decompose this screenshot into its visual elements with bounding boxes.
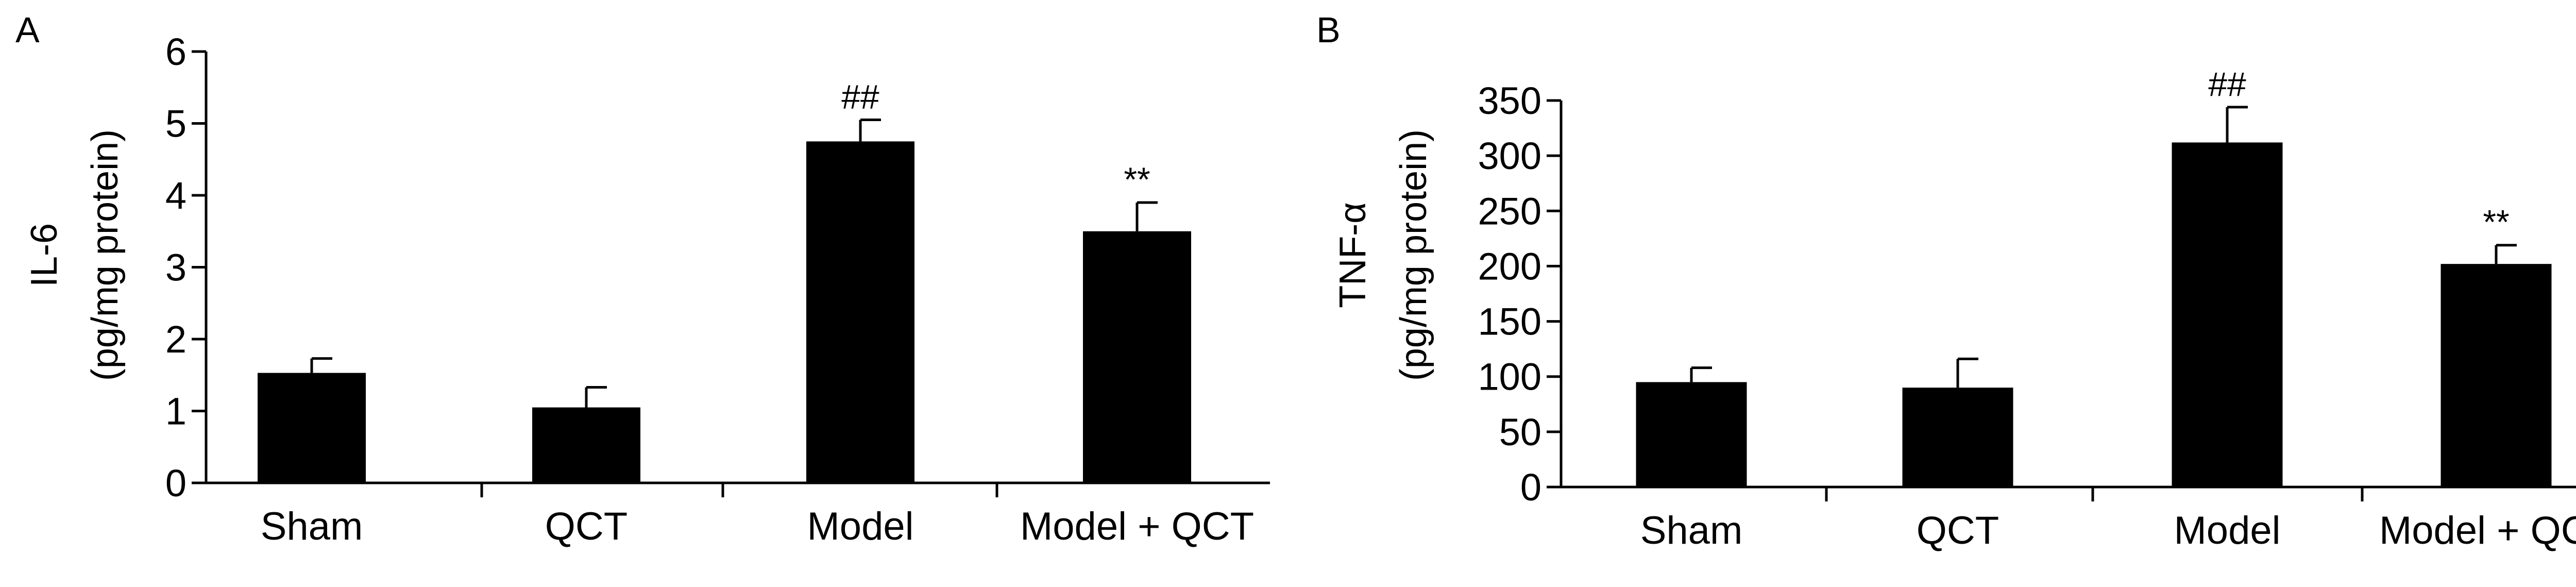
bar: [1902, 388, 2013, 487]
panel-label: B: [1316, 10, 1341, 50]
y-tick-label: 5: [165, 103, 187, 145]
significance-annotation: **: [2483, 203, 2509, 241]
x-tick-label: QCT: [1917, 509, 1999, 552]
y-tick-label: 0: [165, 462, 187, 505]
y-tick-label: 350: [1478, 79, 1541, 122]
annotations: ## **: [841, 78, 1150, 198]
bars: [1636, 142, 2552, 487]
y-tick-label: 2: [165, 318, 187, 361]
x-ticks: [1825, 487, 2364, 501]
x-tick-label: Sham: [261, 505, 363, 548]
y-tick-label: 50: [1499, 411, 1541, 454]
bar: [1083, 231, 1191, 483]
y-axis-label: TNF-α: [1332, 202, 1374, 308]
x-tick-label: Sham: [1640, 509, 1743, 552]
chart-panel-a: A IL-6 (pg/mg protein) 0 1 2 3 4 5 6 ## ** Sham…: [15, 10, 1270, 548]
panel-label: A: [15, 10, 40, 50]
x-tick-labels: Sham QCT Model Model + QCT: [1640, 509, 2576, 552]
significance-annotation: ##: [2208, 65, 2246, 103]
error-bars: [1690, 106, 2517, 388]
x-ticks: [480, 483, 998, 497]
y-tick-label: 200: [1478, 245, 1541, 288]
significance-annotation: **: [1124, 160, 1150, 198]
bar: [258, 373, 366, 483]
bar: [2441, 264, 2552, 487]
y-tick-label: 3: [165, 246, 187, 289]
x-tick-label: Model + QCT: [2379, 509, 2576, 552]
chart-panel-b: B TNF-α (pg/mg protein) 0 50 100 150 200 250 3…: [1316, 10, 2576, 552]
y-tick-label: 4: [165, 174, 187, 217]
y-tick-label: 250: [1478, 190, 1541, 232]
y-ticks: 0 50 100 150 200 250 300 350: [1478, 79, 1561, 509]
y-ticks: 0 1 2 3 4 5 6: [165, 30, 206, 505]
bar: [2172, 142, 2283, 487]
y-tick-label: 6: [165, 30, 187, 73]
bar: [532, 407, 640, 483]
y-tick-label: 300: [1478, 135, 1541, 177]
y-axis-label-unit: (pg/mg protein): [1393, 129, 1434, 381]
x-tick-label: QCT: [545, 505, 628, 548]
x-tick-label: Model + QCT: [1020, 505, 1254, 548]
bar: [1636, 382, 1747, 487]
x-tick-labels: Sham QCT Model Model + QCT: [261, 505, 1254, 548]
y-tick-label: 1: [165, 390, 187, 433]
y-tick-label: 100: [1478, 356, 1541, 398]
significance-annotation: ##: [841, 78, 879, 116]
annotations: ## **: [2208, 65, 2509, 241]
y-axis-label-unit: (pg/mg protein): [84, 129, 126, 381]
y-tick-label: 150: [1478, 300, 1541, 343]
y-axis-label: IL-6: [24, 223, 65, 287]
y-tick-label: 0: [1520, 466, 1541, 509]
bar: [806, 141, 914, 483]
x-tick-label: Model: [807, 505, 914, 548]
x-tick-label: Model: [2174, 509, 2281, 552]
bars: [258, 141, 1191, 483]
error-bars: [310, 119, 1158, 408]
